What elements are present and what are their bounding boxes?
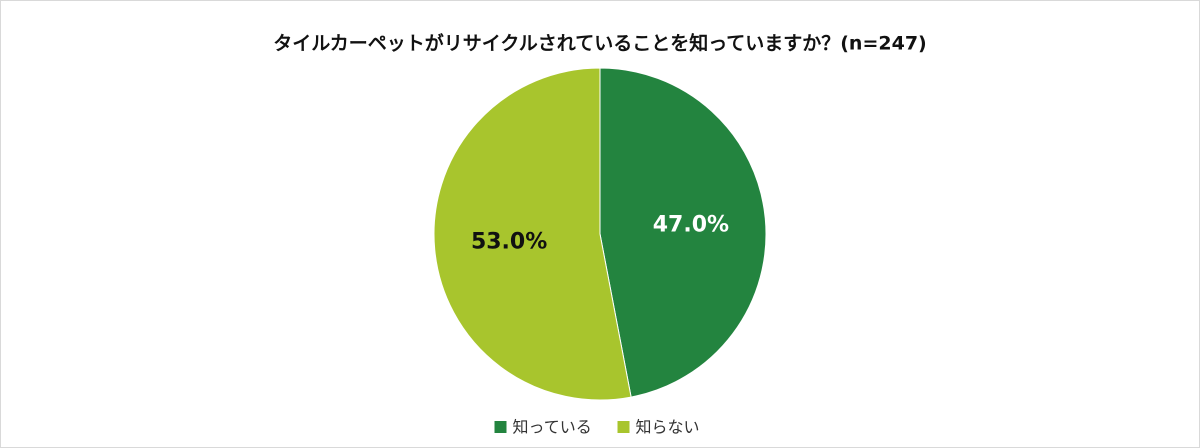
pie-slice bbox=[433, 67, 632, 401]
legend-swatch bbox=[494, 421, 507, 433]
data-label: 53.0% bbox=[471, 230, 547, 255]
legend-label: 知っている bbox=[513, 418, 592, 437]
legend-label: 知らない bbox=[636, 418, 700, 437]
chart-title: タイルカーペットがリサイクルされていることを知っていますか？(n=247) bbox=[273, 32, 926, 55]
pie-slice bbox=[599, 67, 767, 398]
data-label: 47.0% bbox=[653, 212, 729, 237]
legend-swatch bbox=[617, 421, 630, 433]
